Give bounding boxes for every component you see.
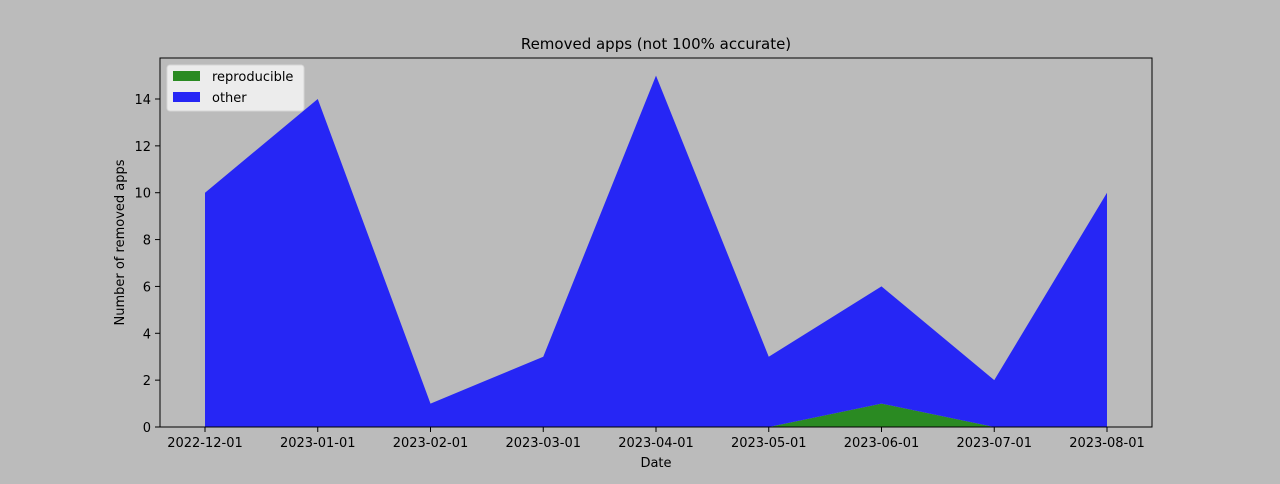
area-series-other bbox=[205, 75, 1107, 427]
area-series-reproducible bbox=[205, 403, 1107, 427]
x-tick-label: 2023-06-01 bbox=[844, 436, 920, 451]
y-axis: 0 2 4 6 8 10 12 14 bbox=[134, 93, 160, 436]
x-tick-label: 2023-02-01 bbox=[393, 436, 469, 451]
chart-title: Removed apps (not 100% accurate) bbox=[521, 35, 791, 53]
legend-label-other: other bbox=[212, 91, 247, 106]
x-tick-label: 2023-07-01 bbox=[956, 436, 1032, 451]
x-tick-label: 2023-03-01 bbox=[505, 436, 581, 451]
x-tick-label: 2023-04-01 bbox=[618, 436, 694, 451]
y-tick-label: 0 bbox=[143, 421, 151, 436]
legend-swatch-reproducible bbox=[173, 71, 200, 81]
legend-box bbox=[166, 64, 305, 112]
x-tick-label: 2022-12-01 bbox=[167, 436, 243, 451]
y-tick-label: 2 bbox=[143, 374, 151, 389]
x-axis: 2022-12-01 2023-01-01 2023-02-01 2023-03-01… bbox=[167, 427, 1145, 451]
y-tick-label: 12 bbox=[134, 140, 151, 155]
legend-label-reproducible: reproducible bbox=[212, 70, 293, 85]
x-axis-label: Date bbox=[640, 456, 671, 471]
legend-swatch-other bbox=[173, 92, 200, 102]
y-axis-label: Number of removed apps bbox=[113, 159, 128, 325]
y-tick-label: 8 bbox=[143, 234, 151, 249]
y-tick-label: 10 bbox=[134, 187, 151, 202]
legend: reproducible other bbox=[166, 64, 305, 112]
area-series-group bbox=[205, 75, 1107, 427]
y-tick-label: 6 bbox=[143, 280, 151, 295]
x-tick-label: 2023-08-01 bbox=[1069, 436, 1145, 451]
x-tick-label: 2023-05-01 bbox=[731, 436, 807, 451]
y-tick-label: 4 bbox=[143, 327, 151, 342]
y-tick-label: 14 bbox=[134, 93, 151, 108]
x-tick-label: 2023-01-01 bbox=[280, 436, 356, 451]
